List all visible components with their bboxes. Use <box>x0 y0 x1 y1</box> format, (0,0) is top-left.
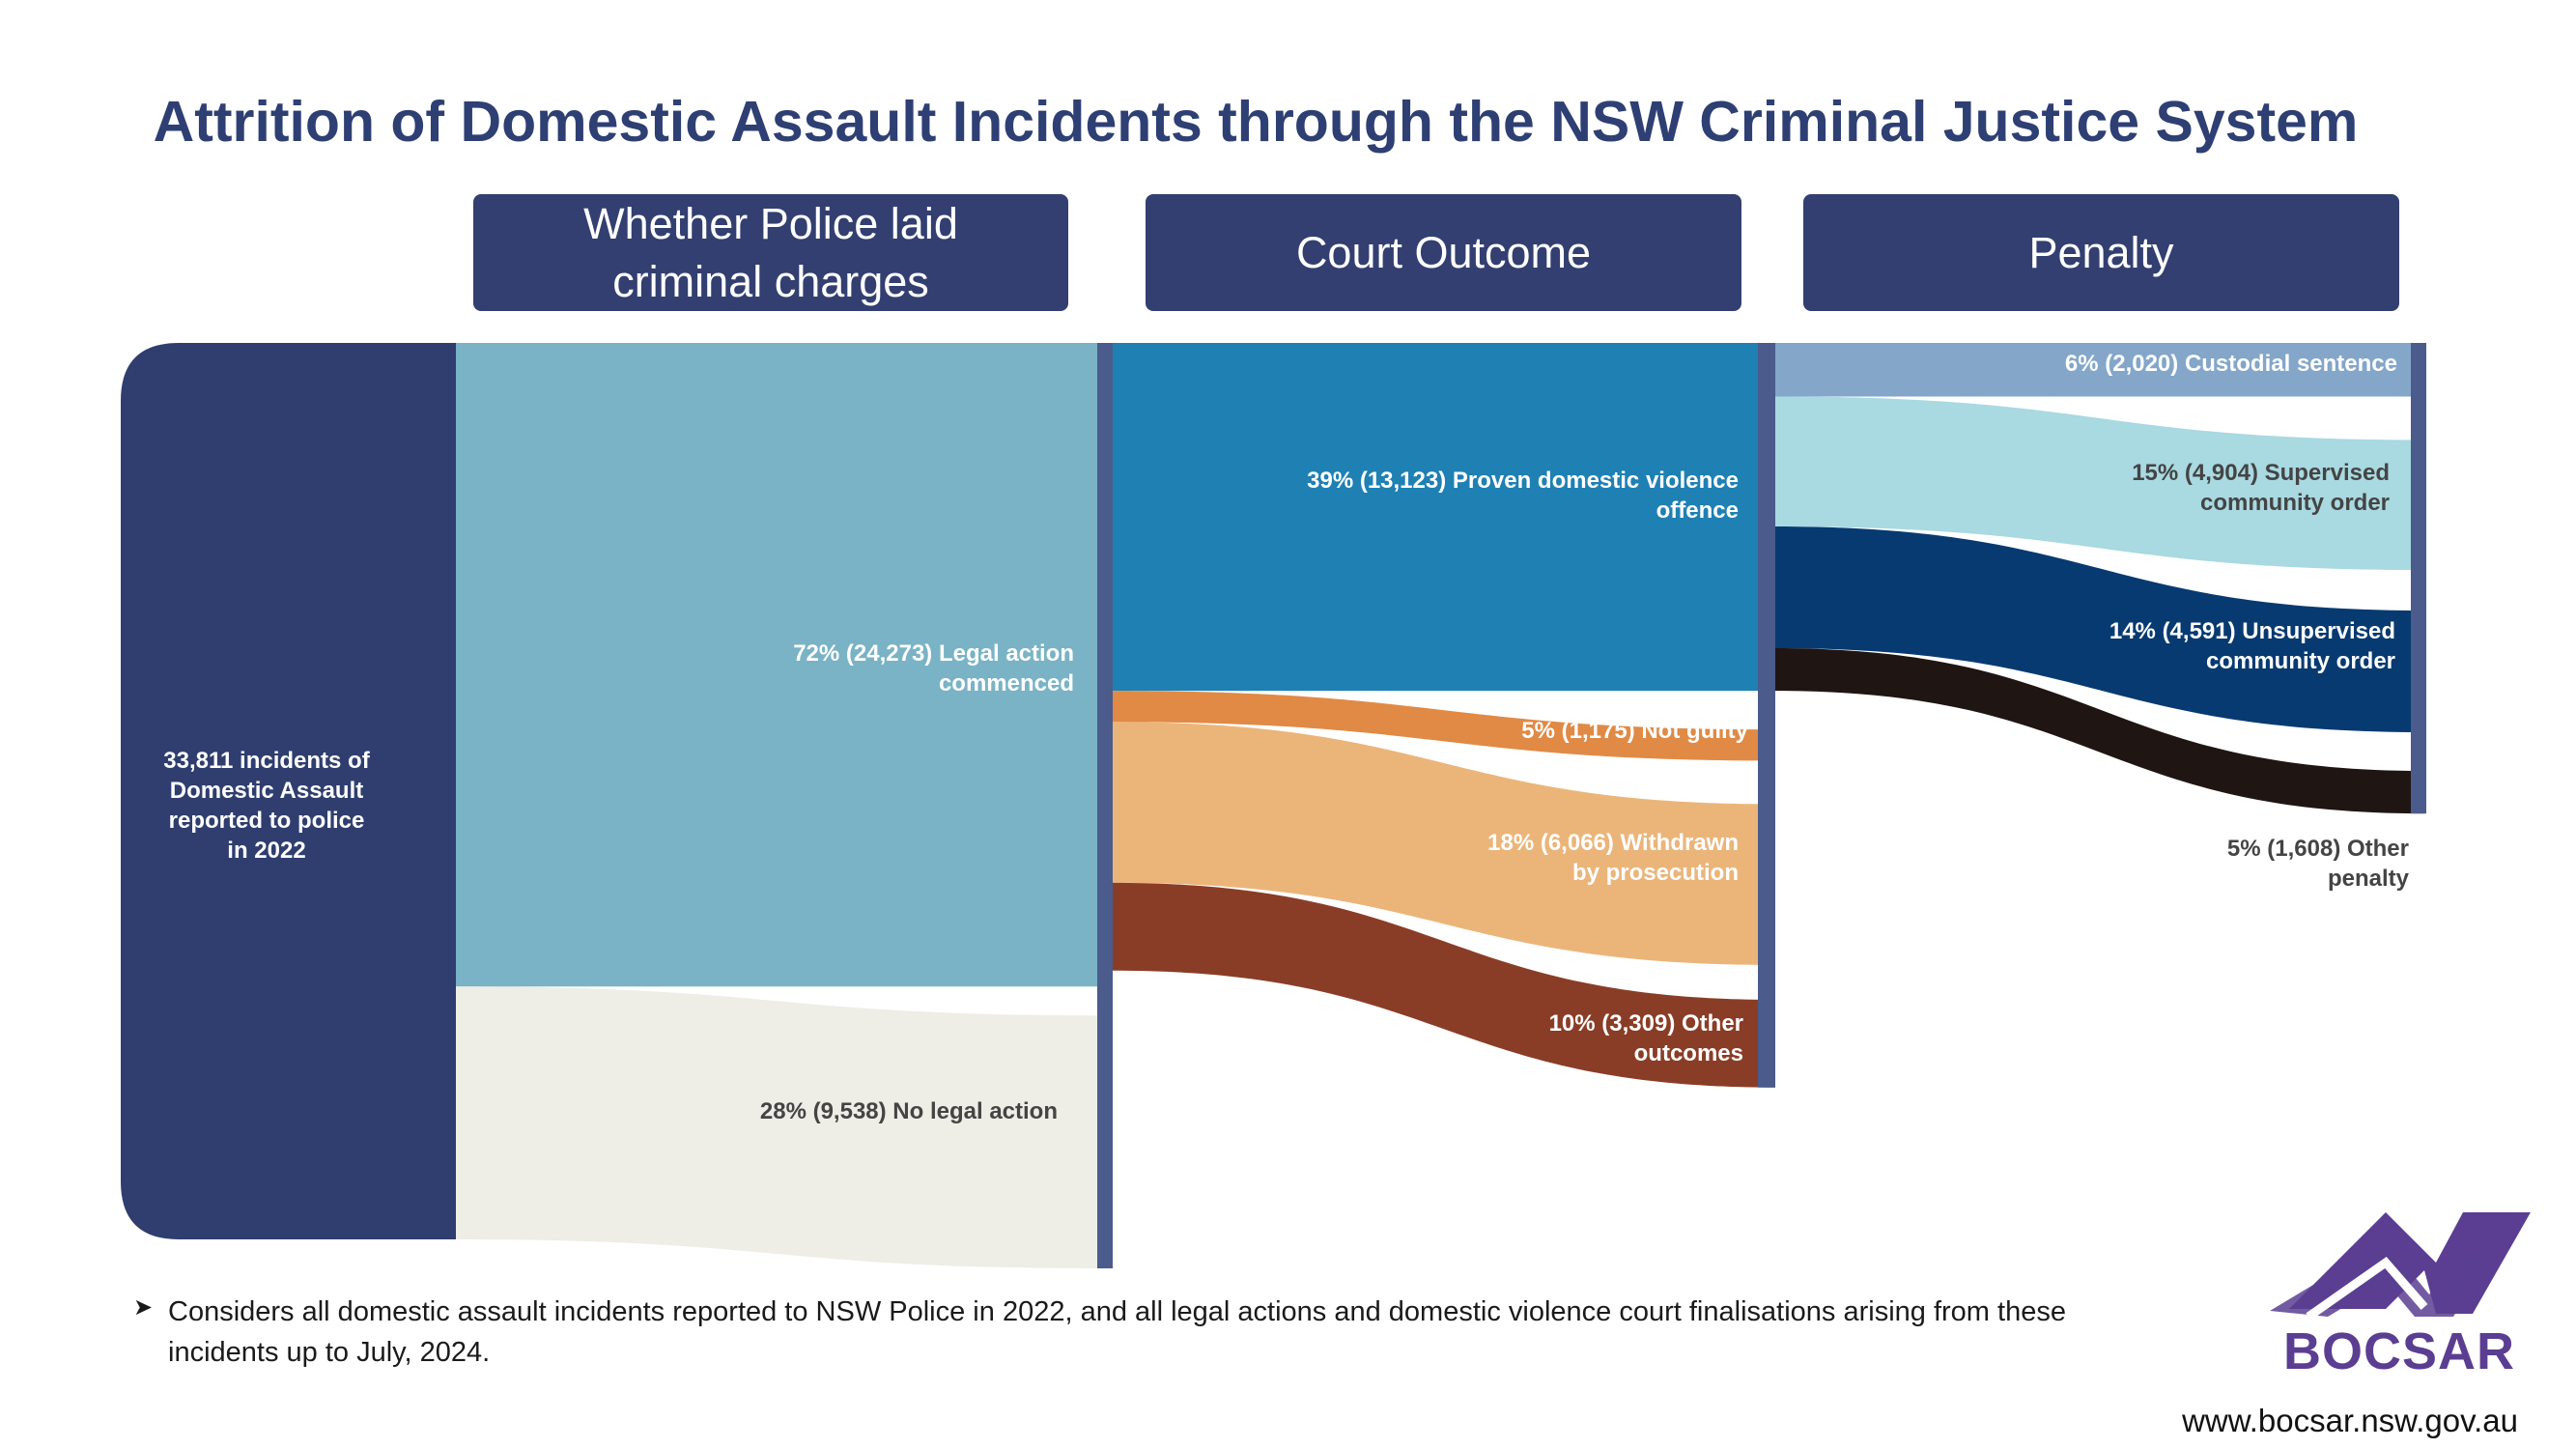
legal-action-label: 72% (24,273) Legal action commenced <box>793 640 1074 696</box>
website-url: www.bocsar.nsw.gov.au <box>2182 1403 2518 1438</box>
flow-unsupervised <box>1775 526 2424 733</box>
logo-shape-front <box>2270 1241 2492 1317</box>
page-title: Attrition of Domestic Assault Incidents … <box>153 90 2359 154</box>
footnote: ➤ Considers all domestic assault inciden… <box>133 1292 2181 1373</box>
no-legal-action-label: 28% (9,538) No legal action <box>760 1098 1058 1124</box>
not-guilty-label: 5% (1,175) Not guilty <box>1521 718 1748 744</box>
supervised-label: 15% (4,904) Supervised community order <box>2132 460 2390 516</box>
bocsar-chevron-logo-icon <box>2270 1212 2531 1321</box>
node-total-incidents <box>121 343 456 1239</box>
logo-white-stroke <box>2306 1256 2428 1321</box>
flow-proven-dv-offence <box>1113 343 1775 692</box>
flow-not-guilty <box>1113 691 1775 761</box>
custodial-label: 6% (2,020) Custodial sentence <box>2065 351 2397 377</box>
footnote-text: Considers all domestic assault incidents… <box>168 1296 2066 1369</box>
flow-other-penalty <box>1775 648 2424 814</box>
logo-text: BOCSAR <box>2282 1322 2515 1380</box>
header-police-charges: Whether Police laid criminal charges <box>473 194 1068 311</box>
flow-custodial <box>1775 343 2424 397</box>
node-bar-penalty <box>2411 343 2426 814</box>
unsupervised-label: 14% (4,591) Unsupervised community order <box>2109 618 2395 674</box>
flow-withdrawn <box>1113 722 1775 965</box>
node-total-label: 33,811 incidents of Domestic Assault repor… <box>163 748 370 864</box>
node-bar-police-charges <box>1097 343 1113 1268</box>
header-court-outcome: Court Outcome <box>1146 194 1741 311</box>
other-outcomes-label: 10% (3,309) Other outcomes <box>1549 1010 1743 1066</box>
flow-other-outcomes <box>1113 882 1775 1088</box>
withdrawn-label: 18% (6,066) Withdrawn by prosecution <box>1487 830 1739 886</box>
flow-no-legal-action <box>456 986 1098 1268</box>
arrow-bullet-icon: ➤ <box>133 1294 154 1321</box>
header-penalty: Penalty <box>1803 194 2399 311</box>
proven-label: 39% (13,123) Proven domestic violence off… <box>1307 468 1739 524</box>
flow-legal-action <box>456 343 1098 987</box>
node-bar-court-outcome <box>1758 343 1775 1088</box>
sankey-diagram: 33,811 incidents of Domestic Assault repor… <box>121 343 2426 1268</box>
other-penalty-label: 5% (1,608) Other penalty <box>2227 836 2410 892</box>
flow-supervised <box>1775 396 2424 571</box>
